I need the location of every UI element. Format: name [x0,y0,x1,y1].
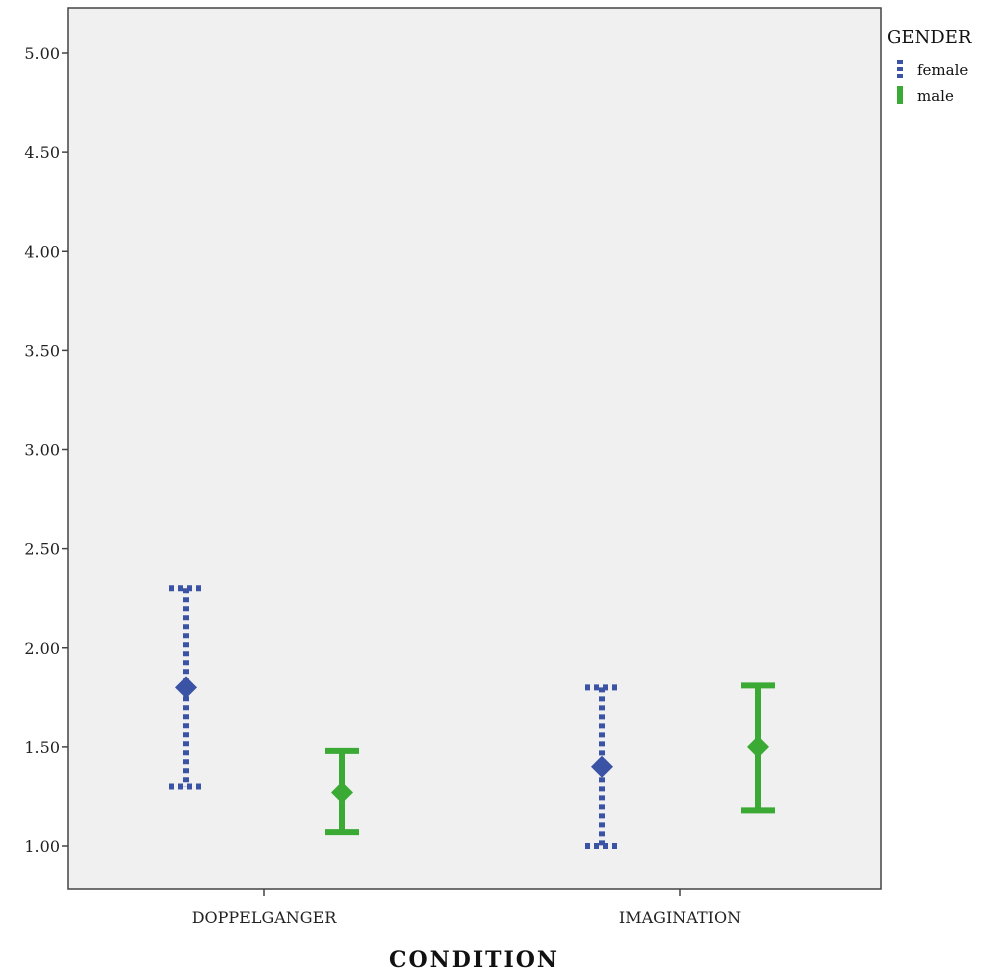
y-tick-label: 2.00 [24,639,60,658]
legend-label: male [917,87,954,105]
mean-marker [747,735,769,758]
x-axis: DOPPELGANGER IMAGINATION [192,889,741,927]
plot-area [67,7,882,890]
legend-title: GENDER [887,27,972,48]
error-bar-male [325,747,359,836]
y-tick-label: 1.50 [24,738,60,757]
y-tick-label: 5.00 [24,44,60,63]
error-bars [169,585,775,849]
legend-label: female [917,61,968,79]
error-bar-male [741,682,775,814]
x-tick-label: IMAGINATION [619,908,741,927]
y-tick-label: 4.50 [24,143,60,162]
x-axis-title: CONDITION [389,947,559,973]
error-bar-female [169,585,203,790]
error-bar-female [585,684,619,849]
mean-marker [175,676,197,699]
y-tick-label: 4.00 [24,242,60,261]
mean-marker [591,755,613,778]
legend: GENDER female male [887,27,972,105]
mean-marker [331,781,353,804]
legend-item-male: male [897,86,954,105]
x-tick-label: DOPPELGANGER [192,908,338,927]
y-axis: 1.00 1.50 2.00 2.50 3.00 3.50 4.00 4.50 5.00 [24,44,68,856]
legend-item-female: female [897,60,968,79]
y-tick-label: 2.50 [24,540,60,559]
y-tick-label: 3.00 [24,441,60,460]
y-tick-label: 1.00 [24,837,60,856]
y-tick-label: 3.50 [24,341,60,360]
